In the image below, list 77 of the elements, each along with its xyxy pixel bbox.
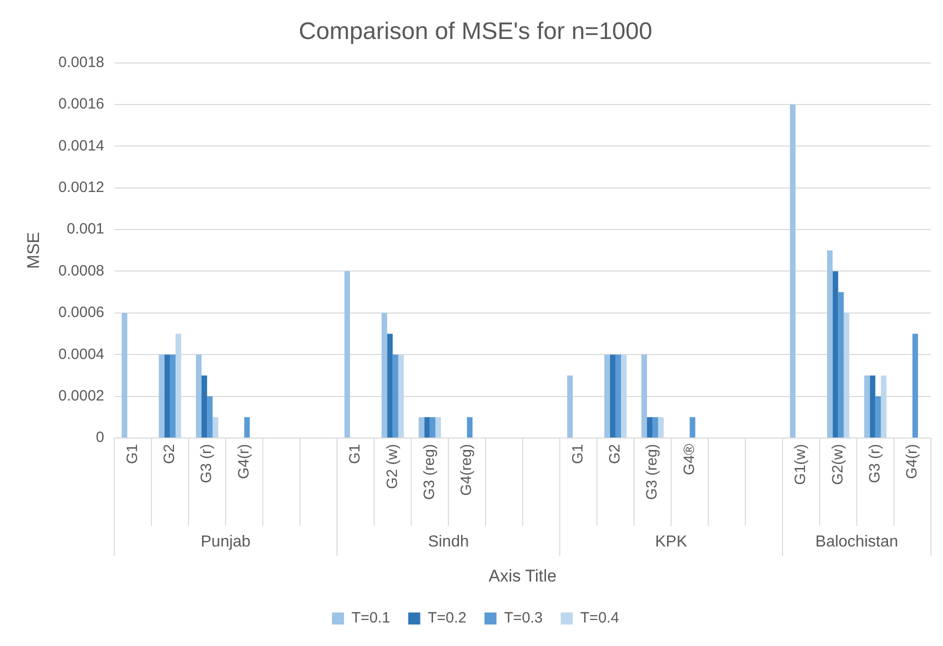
x-tick-label: G4(r) — [904, 444, 921, 479]
bar — [870, 375, 876, 438]
bar — [398, 354, 404, 438]
x-tick-label: G4(reg) — [458, 444, 476, 496]
y-tick-label: 0.001 — [66, 220, 104, 238]
bar — [604, 354, 610, 438]
x-tick-label: G1(w) — [792, 444, 810, 485]
legend-label: T=0.3 — [504, 610, 543, 627]
bar — [641, 354, 648, 438]
y-tick-label: 0.0018 — [58, 54, 104, 71]
bar — [838, 292, 844, 438]
bar — [827, 250, 833, 438]
text: Balochistan — [815, 533, 898, 550]
x-axis-title: Axis Title — [488, 566, 557, 586]
y-tick-label: 0.0012 — [58, 179, 104, 196]
y-tick-label: 0.0006 — [58, 304, 104, 322]
bar — [864, 375, 870, 438]
bar — [466, 417, 473, 438]
bar — [690, 417, 696, 438]
chart-title: Comparison of MSE's for n=1000 — [298, 18, 652, 46]
bar — [392, 354, 398, 438]
bar — [832, 271, 838, 438]
legend-label: T=0.2 — [428, 610, 467, 627]
x-tick-label: G1 — [569, 444, 586, 464]
x-tick-label: G2 (w) — [384, 444, 401, 489]
x-tick-label: G2 — [161, 444, 178, 464]
x-tick-label: G2(w) — [829, 444, 846, 485]
bar — [202, 375, 208, 438]
bar — [567, 375, 573, 438]
x-tick-label: G2 — [606, 444, 624, 464]
x-tick-label: G1 — [124, 444, 141, 464]
x-tick-label: G3 (reg) — [420, 444, 438, 500]
x-tick-label: G4® — [680, 444, 698, 476]
bar — [164, 354, 170, 438]
y-tick-label: 0.0014 — [58, 137, 104, 154]
y-tick-label: 0 — [96, 429, 104, 446]
x-tick-label: G1 — [346, 444, 364, 464]
bar — [790, 104, 796, 438]
bar — [207, 396, 213, 438]
x-tick-label: G3 (r) — [198, 444, 216, 484]
bar — [212, 417, 218, 438]
y-tick-label: 0.0002 — [58, 387, 104, 404]
y-axis-title: MSE — [24, 232, 43, 269]
bar — [615, 354, 622, 438]
x-tick-label: G4(r) — [235, 444, 252, 479]
bar — [658, 417, 664, 438]
legend-label: T=0.1 — [351, 610, 390, 627]
text: KPK — [655, 533, 688, 550]
bar — [176, 334, 182, 438]
bar — [435, 417, 441, 438]
bar — [424, 417, 430, 438]
bar — [196, 354, 202, 438]
x-tick-label: G3 (reg) — [644, 444, 661, 500]
bar — [122, 312, 128, 438]
bar — [387, 334, 393, 438]
y-tick-label: 0.0016 — [58, 96, 104, 113]
y-tick-label: 0.0004 — [58, 346, 104, 363]
bar — [621, 354, 627, 438]
bar — [912, 334, 918, 438]
bar — [158, 354, 164, 438]
bar — [844, 312, 850, 438]
bar — [244, 417, 250, 438]
y-tick-label: 0.0008 — [58, 262, 104, 280]
bar — [382, 312, 388, 438]
bar — [418, 417, 424, 438]
bar — [610, 354, 616, 438]
text: Punjab — [200, 533, 251, 550]
bar — [430, 417, 436, 438]
x-tick-label: G3 (r) — [866, 444, 884, 484]
bar — [880, 375, 886, 438]
bar — [647, 417, 653, 438]
legend-label: T=0.4 — [580, 610, 620, 627]
bar — [875, 396, 881, 438]
text: Sindh — [428, 533, 469, 550]
bar — [652, 417, 658, 438]
bar — [344, 271, 350, 438]
bar — [170, 354, 176, 438]
